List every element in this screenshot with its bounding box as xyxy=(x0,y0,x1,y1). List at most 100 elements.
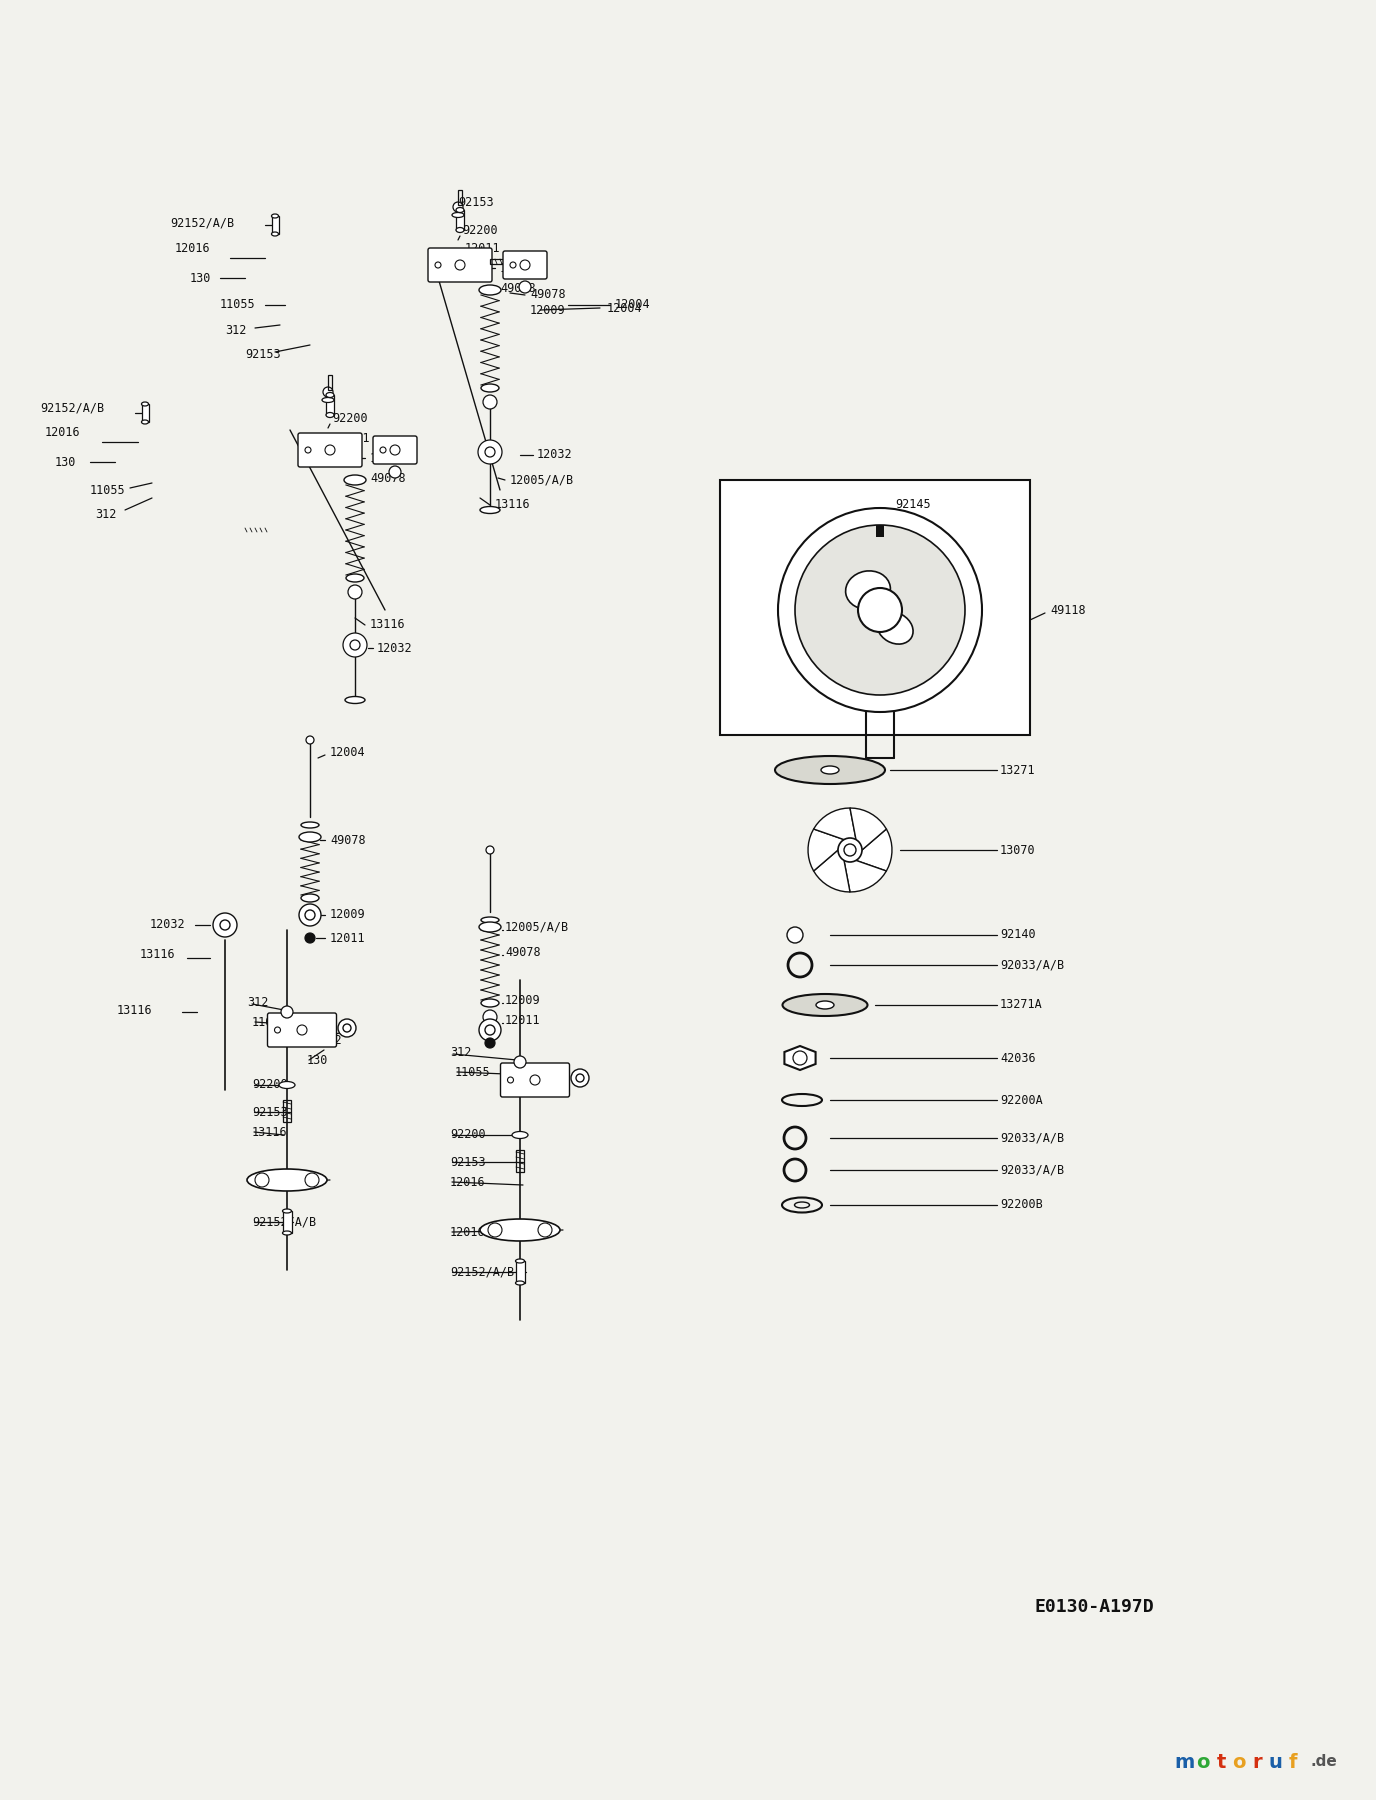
Bar xyxy=(283,1100,290,1121)
Bar xyxy=(877,526,883,536)
Bar xyxy=(516,1150,524,1172)
Polygon shape xyxy=(850,808,886,850)
Circle shape xyxy=(305,932,315,943)
Text: 12004: 12004 xyxy=(330,745,366,758)
Circle shape xyxy=(343,634,367,657)
Circle shape xyxy=(305,911,315,920)
Circle shape xyxy=(508,1076,513,1084)
Text: 92153: 92153 xyxy=(252,1105,288,1118)
Text: u: u xyxy=(1269,1753,1282,1771)
Text: 12005/A/B: 12005/A/B xyxy=(510,473,574,486)
Text: 12009: 12009 xyxy=(530,304,566,317)
Ellipse shape xyxy=(271,214,278,218)
Circle shape xyxy=(350,641,361,650)
Text: 92140: 92140 xyxy=(1000,929,1036,941)
Circle shape xyxy=(520,259,530,270)
Ellipse shape xyxy=(248,1168,327,1192)
Text: 92145: 92145 xyxy=(894,499,930,511)
Bar xyxy=(455,211,464,230)
Ellipse shape xyxy=(846,571,890,608)
Circle shape xyxy=(213,913,237,938)
Ellipse shape xyxy=(516,1258,524,1264)
Circle shape xyxy=(530,1075,539,1085)
FancyBboxPatch shape xyxy=(501,1064,570,1096)
Text: 12011: 12011 xyxy=(334,432,370,445)
FancyBboxPatch shape xyxy=(504,250,548,279)
Ellipse shape xyxy=(479,922,501,932)
Text: 13116: 13116 xyxy=(252,1125,288,1139)
Circle shape xyxy=(484,1024,495,1035)
Text: 312: 312 xyxy=(450,1046,472,1058)
Text: 130: 130 xyxy=(190,272,212,284)
Ellipse shape xyxy=(821,767,839,774)
Circle shape xyxy=(477,439,502,464)
Text: 49078: 49078 xyxy=(530,288,566,301)
Text: 92152/A/B: 92152/A/B xyxy=(252,1215,316,1228)
Text: 92200: 92200 xyxy=(252,1078,288,1091)
Text: 92200: 92200 xyxy=(462,223,498,236)
Text: 12016: 12016 xyxy=(450,1226,486,1238)
FancyBboxPatch shape xyxy=(267,1013,337,1048)
Bar xyxy=(271,216,278,234)
FancyBboxPatch shape xyxy=(299,434,362,466)
Circle shape xyxy=(343,1024,351,1031)
Text: 92153: 92153 xyxy=(458,196,494,209)
Text: o: o xyxy=(1196,1753,1210,1771)
Text: 11055: 11055 xyxy=(252,1015,288,1028)
Text: o: o xyxy=(1233,1753,1245,1771)
Text: f: f xyxy=(1289,1753,1298,1771)
Ellipse shape xyxy=(816,1001,834,1010)
Text: 92033/A/B: 92033/A/B xyxy=(1000,958,1064,972)
Text: 12004: 12004 xyxy=(615,299,651,311)
Text: 12009: 12009 xyxy=(499,261,535,274)
Text: 312: 312 xyxy=(226,324,246,337)
Ellipse shape xyxy=(455,207,464,212)
Text: t: t xyxy=(1216,1753,1226,1771)
Circle shape xyxy=(297,1024,307,1035)
Ellipse shape xyxy=(775,756,885,785)
Text: 12011: 12011 xyxy=(330,932,366,945)
Text: 92200: 92200 xyxy=(450,1129,486,1141)
Circle shape xyxy=(484,1039,495,1048)
Circle shape xyxy=(348,585,362,599)
Ellipse shape xyxy=(326,412,334,418)
Circle shape xyxy=(380,446,387,454)
Bar xyxy=(516,1262,524,1283)
Text: 92200: 92200 xyxy=(332,412,367,425)
Circle shape xyxy=(483,394,497,409)
Ellipse shape xyxy=(345,697,365,704)
Text: 92153: 92153 xyxy=(245,349,281,362)
FancyBboxPatch shape xyxy=(428,248,493,283)
Text: 12016: 12016 xyxy=(175,241,211,254)
Polygon shape xyxy=(843,860,886,893)
Circle shape xyxy=(571,1069,589,1087)
FancyBboxPatch shape xyxy=(373,436,417,464)
Polygon shape xyxy=(813,850,850,893)
Circle shape xyxy=(515,1057,526,1067)
Bar xyxy=(282,1211,292,1233)
Ellipse shape xyxy=(282,1210,292,1213)
Circle shape xyxy=(305,1174,319,1186)
Circle shape xyxy=(838,839,861,862)
Ellipse shape xyxy=(482,383,499,392)
Ellipse shape xyxy=(512,1132,528,1139)
Text: 13271: 13271 xyxy=(1000,763,1036,776)
Text: 12016: 12016 xyxy=(45,425,81,439)
Text: E0130-A197D: E0130-A197D xyxy=(1035,1598,1153,1616)
Ellipse shape xyxy=(271,232,278,236)
Text: 92152/A/B: 92152/A/B xyxy=(171,216,234,229)
Text: r: r xyxy=(1252,1753,1262,1771)
Circle shape xyxy=(488,1222,502,1237)
Circle shape xyxy=(274,1028,281,1033)
Text: 12032: 12032 xyxy=(377,641,413,655)
Text: 49078: 49078 xyxy=(499,281,535,295)
Circle shape xyxy=(483,1010,497,1024)
Text: 312: 312 xyxy=(248,995,268,1008)
Text: 92153: 92153 xyxy=(450,1156,486,1168)
Circle shape xyxy=(325,445,334,455)
Text: 49078: 49078 xyxy=(505,945,541,958)
Bar xyxy=(142,403,149,421)
Circle shape xyxy=(843,844,856,857)
Bar xyxy=(326,394,334,416)
Text: 13070: 13070 xyxy=(1000,844,1036,857)
